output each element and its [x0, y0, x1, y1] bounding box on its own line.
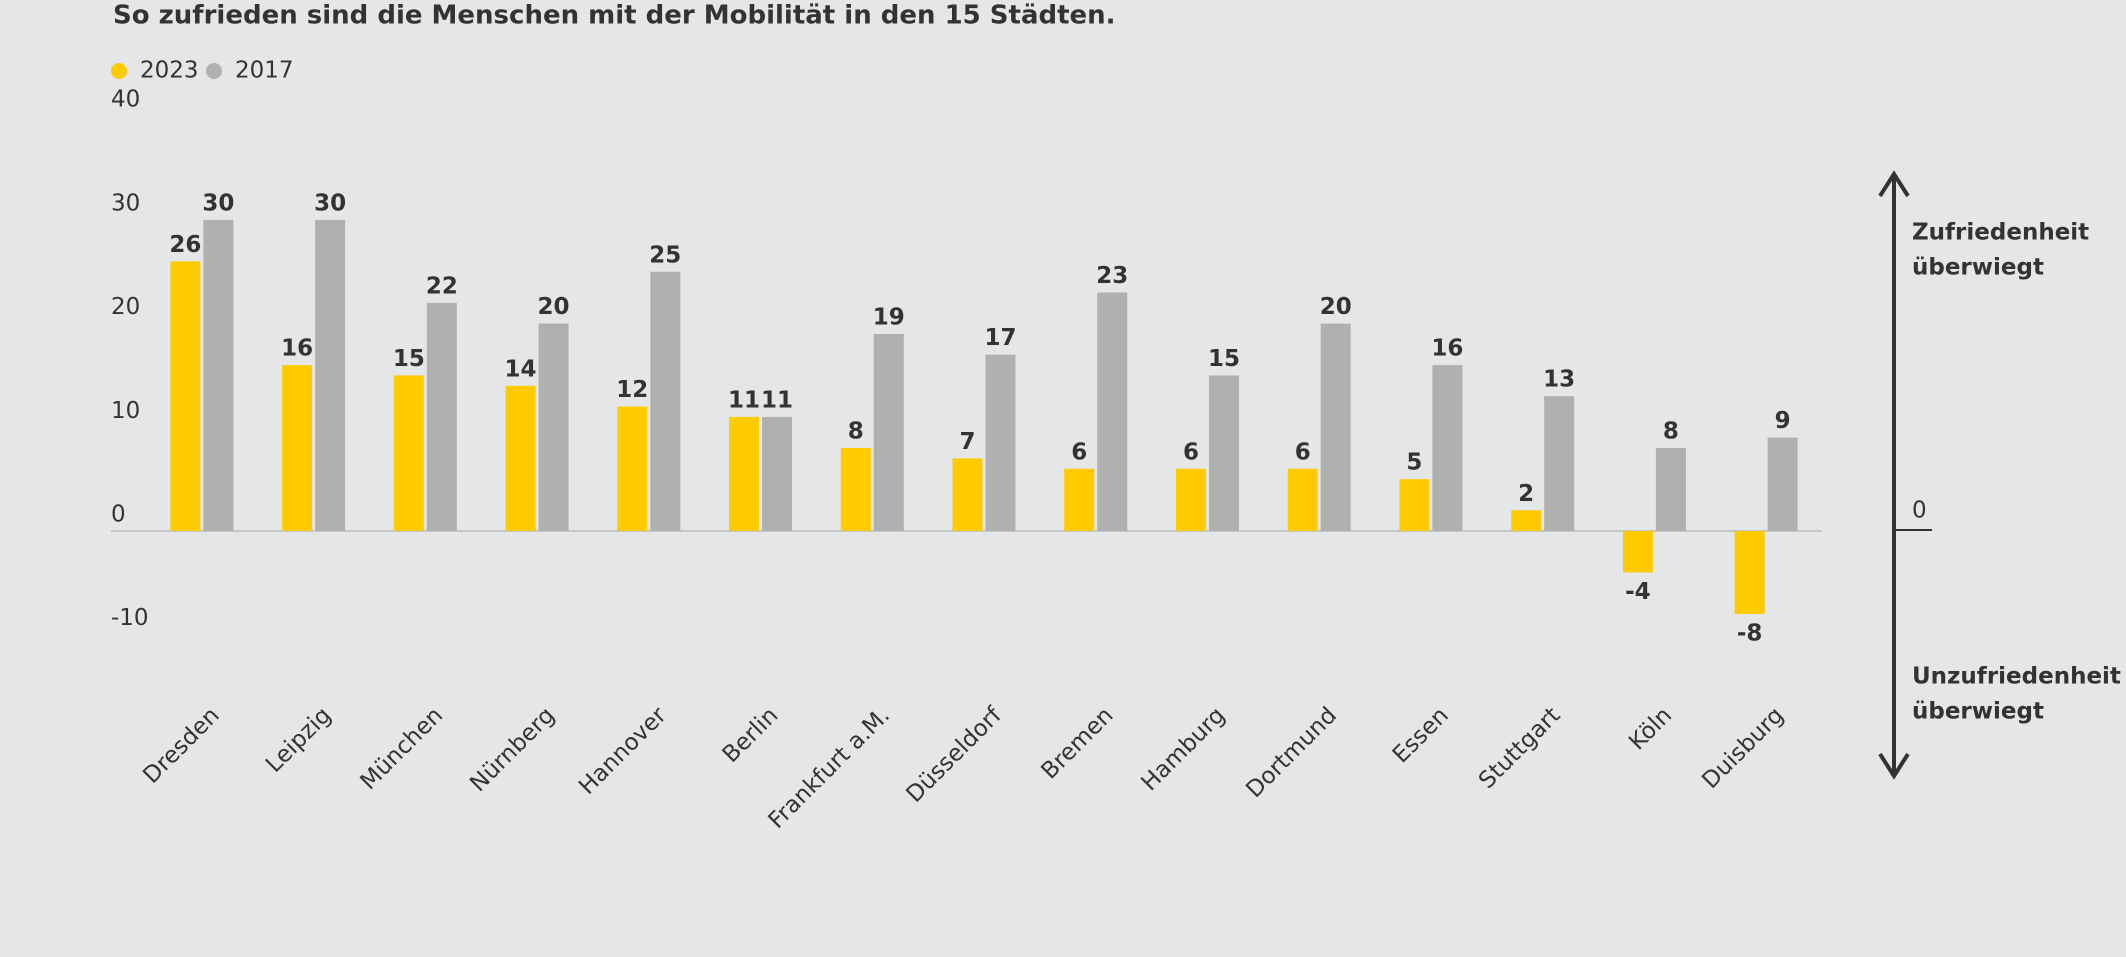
- bar: [1622, 531, 1653, 573]
- value-label: 16: [1431, 336, 1463, 362]
- value-label: -4: [1625, 579, 1651, 605]
- bar: [170, 261, 201, 531]
- bar: [1208, 375, 1239, 531]
- bar: [729, 416, 760, 531]
- bar: [1097, 292, 1128, 531]
- chart-title: So zufrieden sind die Menschen mit der M…: [113, 1, 1116, 31]
- arrow-head-up: [1878, 170, 1910, 198]
- bar: [650, 271, 681, 531]
- legend-label: 2023: [140, 58, 199, 84]
- value-label: 6: [1071, 439, 1087, 465]
- x-tick-label: Hamburg: [1137, 702, 1231, 796]
- value-label: 15: [393, 346, 425, 372]
- bar: [1399, 479, 1430, 531]
- bar: [1287, 468, 1318, 531]
- value-label: 13: [1543, 367, 1575, 393]
- x-tick-label: Nürnberg: [465, 702, 560, 797]
- value-label: 9: [1775, 408, 1791, 434]
- legend-swatch: [206, 63, 222, 79]
- annotation: überwiegt: [1912, 255, 2044, 281]
- value-label: 8: [848, 419, 864, 445]
- value-label: 11: [761, 387, 793, 413]
- annotation: Unzufriedenheit: [1912, 664, 2121, 690]
- value-label: 8: [1663, 419, 1679, 445]
- bar: [538, 323, 569, 531]
- x-tick-label: Frankfurt a.M.: [764, 702, 896, 834]
- scale-arrow: [1878, 170, 1932, 780]
- bar: [1320, 323, 1351, 531]
- x-tick-label: Bremen: [1037, 702, 1119, 784]
- value-label: 6: [1295, 439, 1311, 465]
- value-label: 12: [616, 377, 648, 403]
- x-tick-label: Berlin: [718, 702, 784, 768]
- legend-label: 2017: [235, 58, 294, 84]
- x-tick-label: Düsseldorf: [901, 702, 1007, 808]
- bar: [1767, 437, 1798, 531]
- bar: [393, 375, 424, 531]
- value-label: 7: [959, 429, 975, 455]
- bar: [426, 302, 457, 531]
- value-label: 2: [1518, 481, 1534, 507]
- value-label: 16: [281, 336, 313, 362]
- x-tick-label: München: [356, 702, 449, 795]
- bar: [1511, 510, 1542, 531]
- value-label: 5: [1406, 450, 1422, 476]
- bar: [1655, 448, 1686, 531]
- value-label: 15: [1208, 346, 1240, 372]
- y-tick-label: 30: [111, 190, 140, 216]
- x-tick-label: Duisburg: [1697, 702, 1789, 794]
- value-label: 14: [505, 356, 537, 382]
- value-label: 17: [984, 325, 1016, 351]
- bar: [505, 385, 536, 531]
- y-tick-label: 0: [111, 502, 126, 528]
- x-tick-label: Stuttgart: [1474, 702, 1566, 794]
- annotation: überwiegt: [1912, 699, 2044, 725]
- arrow-head-down: [1878, 752, 1910, 780]
- bar: [840, 448, 871, 531]
- x-tick-label: Köln: [1624, 702, 1677, 755]
- arrow-zero-label: 0: [1912, 498, 1927, 524]
- y-tick-label: 40: [111, 87, 140, 113]
- x-tick-label: Leipzig: [261, 702, 336, 777]
- bar: [1064, 468, 1095, 531]
- legend-swatch: [111, 63, 127, 79]
- x-tick-label: Dresden: [138, 702, 224, 788]
- x-tick-label: Essen: [1388, 702, 1454, 768]
- bar: [282, 365, 313, 531]
- value-label: 25: [649, 242, 681, 268]
- bar: [985, 354, 1016, 531]
- bar: [315, 219, 346, 531]
- annotation: Zufriedenheit: [1912, 220, 2089, 246]
- bar: [617, 406, 648, 531]
- value-label: 26: [169, 232, 201, 258]
- value-label: 22: [426, 273, 458, 299]
- bar: [203, 219, 234, 531]
- x-tick-label: Hannover: [574, 702, 672, 800]
- value-label: 23: [1096, 263, 1128, 289]
- bar: [1544, 396, 1575, 531]
- y-tick-label: 10: [111, 398, 140, 424]
- y-tick-label: -10: [111, 605, 149, 631]
- bar: [1175, 468, 1206, 531]
- bar: [952, 458, 983, 531]
- bar: [1432, 365, 1463, 531]
- bar: [762, 416, 793, 531]
- value-label: -8: [1737, 620, 1763, 646]
- value-label: 6: [1183, 439, 1199, 465]
- value-label: 20: [1320, 294, 1352, 320]
- bar: [873, 333, 904, 531]
- value-label: 11: [728, 387, 760, 413]
- value-label: 30: [202, 190, 234, 216]
- y-tick-label: 20: [111, 294, 140, 320]
- bar: [1734, 531, 1765, 614]
- value-label: 30: [314, 190, 346, 216]
- value-label: 20: [538, 294, 570, 320]
- value-label: 19: [873, 304, 905, 330]
- x-tick-label: Dortmund: [1241, 702, 1342, 803]
